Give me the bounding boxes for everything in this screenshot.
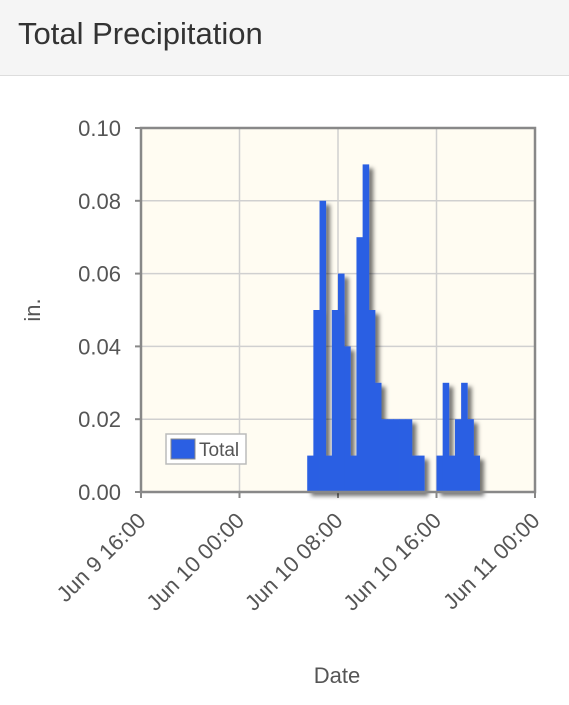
bar <box>331 310 339 492</box>
bar <box>338 273 345 492</box>
bar <box>467 419 474 492</box>
chart: Date in. 0.00 0.02 0.04 0.06 0.08 0.10 Jun 9 1… <box>20 116 545 688</box>
y-tick-label: 0.00 <box>78 480 121 505</box>
bar <box>356 237 364 492</box>
bar-series <box>307 164 480 493</box>
y-tick-label: 0.10 <box>78 116 121 141</box>
bar <box>387 419 394 492</box>
page-title: Total Precipitation <box>18 16 263 51</box>
y-tick-label: 0.08 <box>78 189 121 214</box>
bar <box>418 455 425 492</box>
bar <box>411 455 419 492</box>
legend-label: Total <box>199 440 239 461</box>
bar <box>313 310 320 492</box>
bar <box>325 455 333 492</box>
bar <box>399 419 407 492</box>
bar <box>368 310 376 492</box>
bar <box>362 164 370 492</box>
x-tick-label: Jun 10 16:00 <box>338 508 446 616</box>
legend-swatch <box>170 438 196 460</box>
bar <box>442 382 450 492</box>
header: Total Precipitation <box>0 0 569 76</box>
bar <box>307 455 314 492</box>
x-tick-label: Jun 11 00:00 <box>438 508 544 614</box>
bar <box>374 382 382 492</box>
bar <box>473 455 480 492</box>
x-tick-label: Jun 9 16:00 <box>52 508 151 607</box>
bar <box>405 419 413 492</box>
y-axis-label: in. <box>20 298 45 321</box>
y-tick-label: 0.06 <box>78 262 121 287</box>
x-tick-label: Jun 10 08:00 <box>240 508 348 616</box>
bar <box>319 200 327 493</box>
bar <box>461 382 468 492</box>
bar <box>350 455 357 492</box>
y-tick-label: 0.04 <box>78 334 121 359</box>
bar <box>344 346 351 492</box>
bar <box>436 455 444 492</box>
bar <box>448 455 456 492</box>
bar <box>393 419 400 492</box>
bar <box>381 419 388 492</box>
y-tick-label: 0.02 <box>78 407 121 432</box>
plot-border <box>139 126 537 494</box>
bar <box>454 419 462 492</box>
x-axis-label: Date <box>314 663 360 688</box>
x-tick-label: Jun 10 00:00 <box>141 508 249 616</box>
